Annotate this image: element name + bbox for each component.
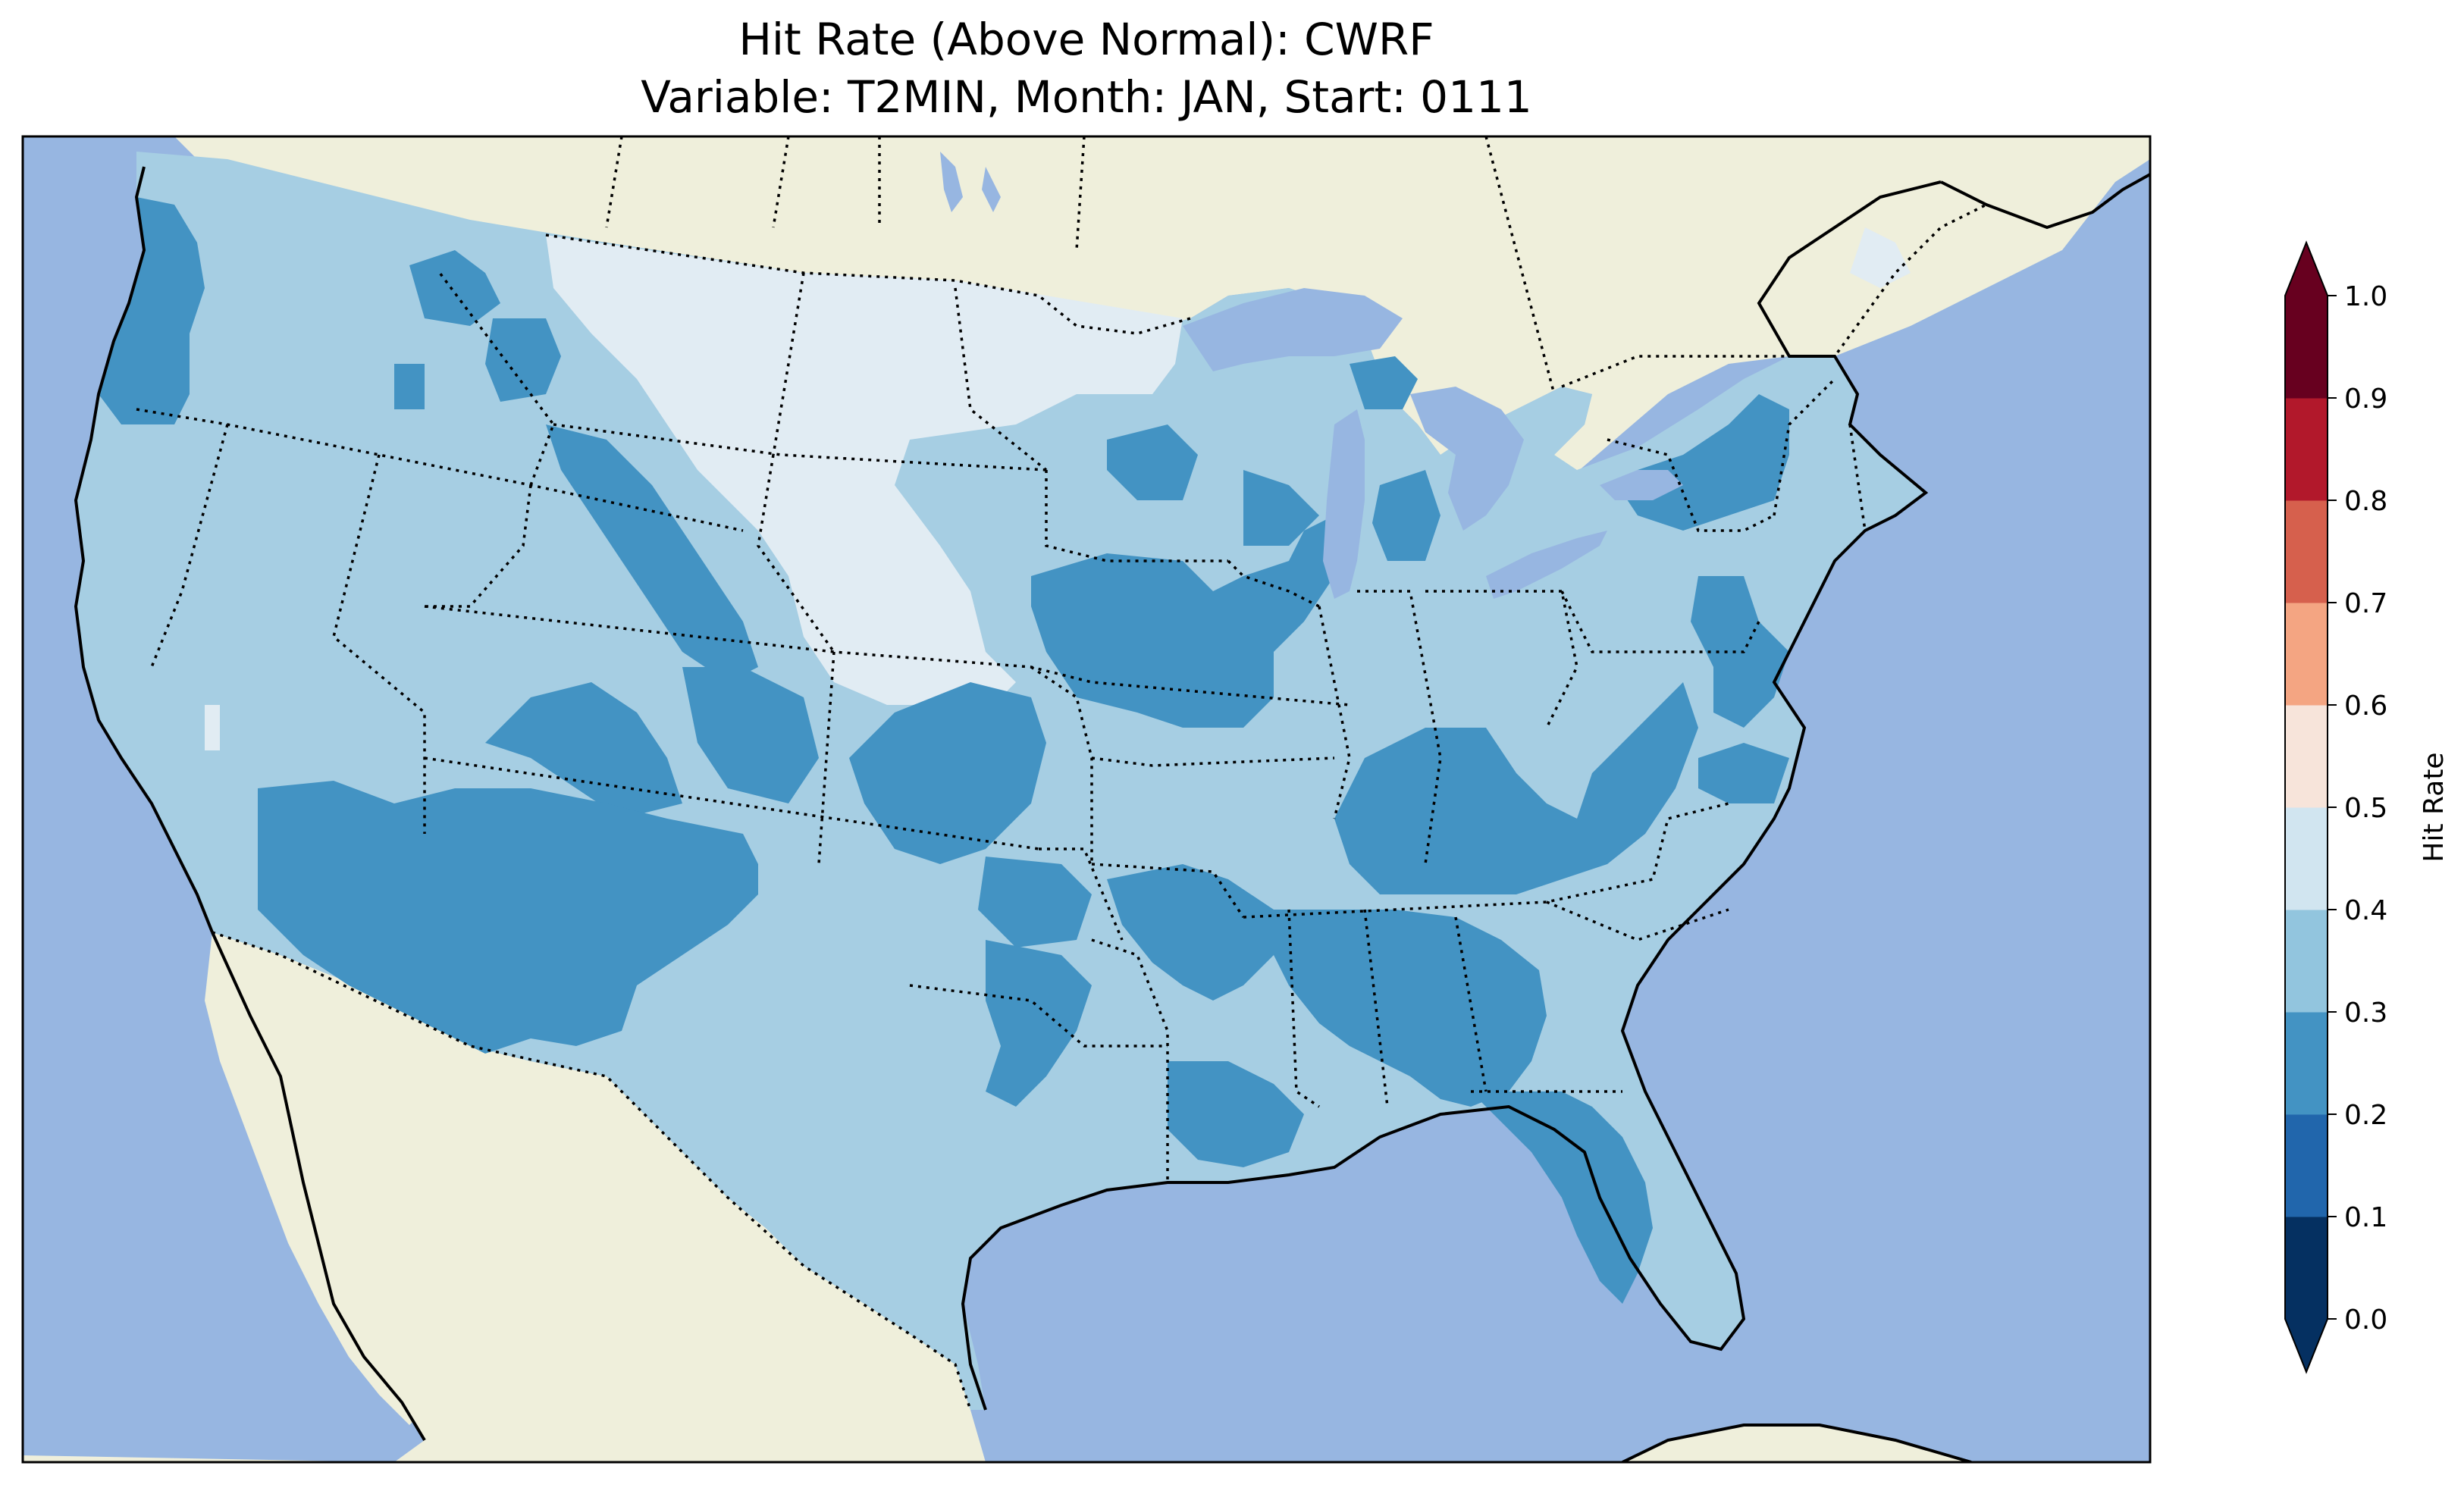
field-level-0.2-0.3 [99,197,1789,1304]
colorbar-extend-over [2285,243,2328,296]
map-panel [23,136,2150,1462]
colorbar-tick-label: 0.9 [2344,384,2387,415]
colorbar-tick-label: 0.4 [2344,895,2387,926]
colorbar-tick-label: 0.3 [2344,998,2387,1029]
colorbar-tick-label: 0.0 [2344,1305,2387,1336]
colorbar-tick-label: 0.8 [2344,486,2387,517]
colorbar-bin [2285,500,2328,603]
colorbar-tick-label: 0.6 [2344,691,2387,722]
colorbar-tick-label: 0.2 [2344,1100,2387,1131]
colorbar-tick-label: 1.0 [2344,281,2387,312]
national-borders [212,136,1987,1411]
colorbar-bin [2285,1217,2328,1320]
coastlines [74,166,2150,1462]
state-borders [136,271,1867,1182]
canada-land [174,136,2150,614]
colorbar-bin [2285,296,2328,399]
mexico-land [23,932,986,1462]
colorbar-bin [2285,910,2328,1013]
colorbar-bin [2285,705,2328,808]
colorbar-bin [2285,807,2328,910]
cuba-land [1622,1425,1971,1462]
colorbar-bin [2285,398,2328,501]
field-level-0.4-0.5 [205,227,1911,750]
baja-peninsula [205,932,425,1425]
colorbar-tick-label: 0.5 [2344,793,2387,824]
colorbar-bin [2285,1114,2328,1217]
map-title-line2: Variable: T2MIN, Month: JAN, Start: 0111 [641,71,1532,123]
map-title-line1: Hit Rate (Above Normal): CWRF [738,14,1434,65]
colorbar-bin [2285,1012,2328,1115]
great-lakes [940,152,1683,599]
colorbar: 0.0 0.1 0.2 0.3 0.4 0.5 0.6 0.7 0.8 0.9 1.0 [2284,240,2387,1374]
map-frame [21,135,2152,1464]
colorbar-bin [2285,603,2328,706]
colorbar-extend-under [2285,1319,2328,1372]
colorbar-label: Hit Rate [2419,752,2450,862]
colorbar-tick-label: 0.7 [2344,588,2387,619]
colorbar-tick-label: 0.1 [2344,1202,2387,1233]
